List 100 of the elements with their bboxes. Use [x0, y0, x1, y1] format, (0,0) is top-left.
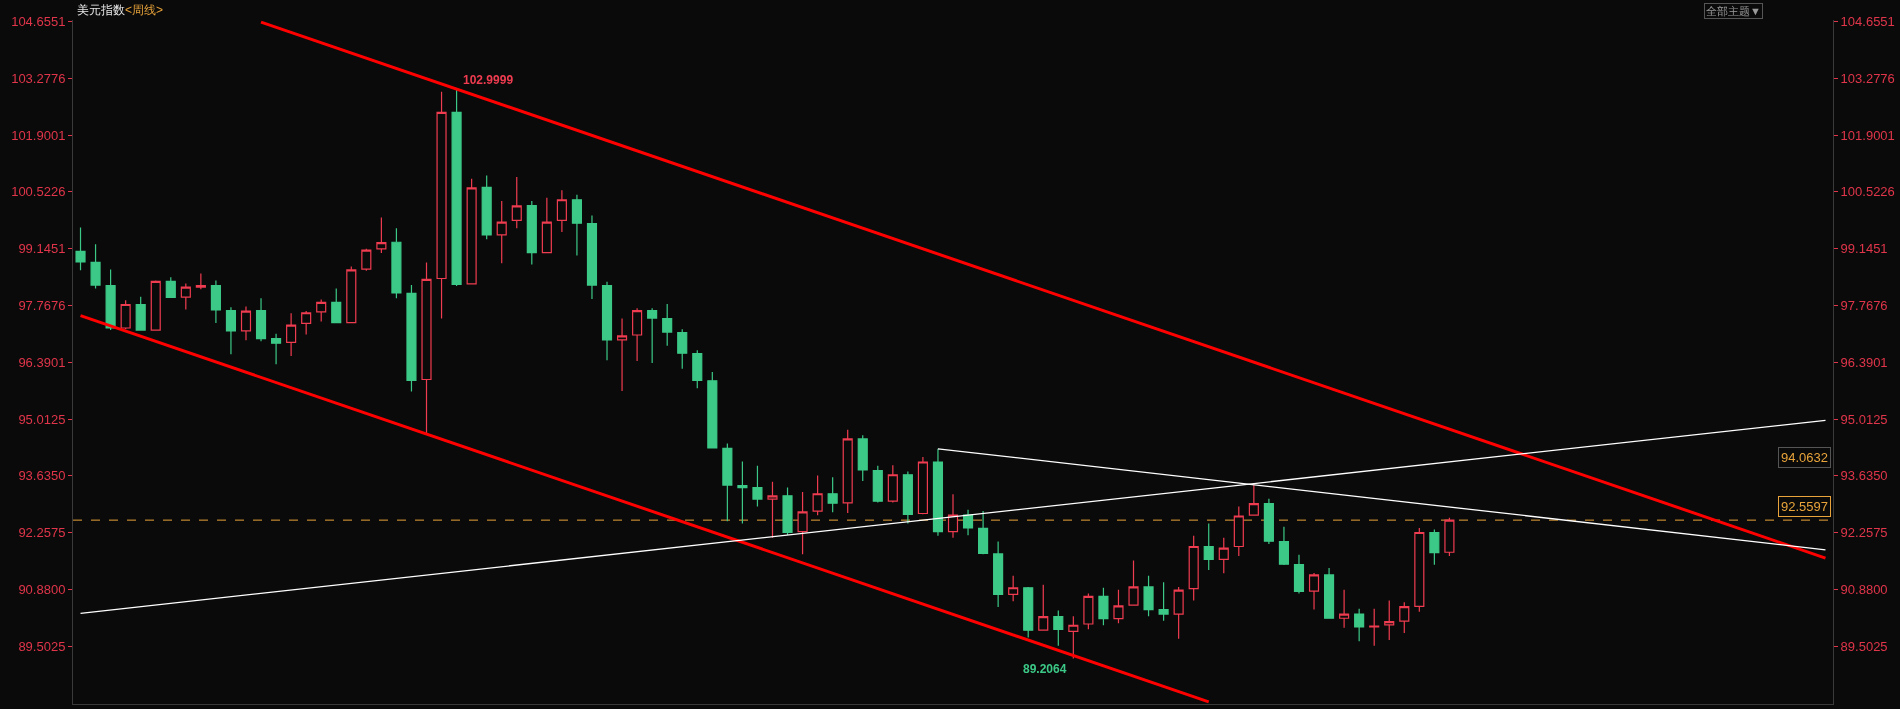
text: 全部主题▼	[1706, 5, 1761, 17]
y2-tick-label: 97.7676	[1840, 297, 1888, 313]
candlestick	[1188, 535, 1199, 602]
candlestick	[632, 307, 643, 362]
candlestick	[1354, 608, 1365, 642]
candlestick	[75, 226, 86, 271]
candlestick	[902, 470, 913, 525]
candlestick	[1414, 527, 1425, 613]
annotation: 94.0632	[1781, 450, 1828, 465]
candlestick	[1263, 498, 1274, 545]
candlestick	[1083, 592, 1094, 630]
candlestick	[376, 216, 387, 254]
candlestick	[210, 279, 221, 324]
candlestick	[1113, 589, 1124, 624]
candlestick	[962, 509, 974, 536]
text: 89.2064	[1023, 662, 1067, 676]
candlestick	[1399, 601, 1410, 634]
candlestick	[1293, 554, 1305, 595]
text: 102.9999	[463, 73, 514, 87]
candlestick	[195, 272, 206, 290]
y2-tick-label: 95.0125	[1840, 411, 1888, 427]
candlestick	[1339, 589, 1350, 629]
y2-tick-label: 89.5025	[1840, 638, 1888, 654]
y2-tick-label: 96.3901	[1840, 354, 1888, 370]
ref-line-label: 92.5597	[1781, 499, 1828, 514]
candlestick	[1068, 615, 1079, 659]
y-tick-label: 90.8800	[18, 581, 66, 597]
candlestick	[1444, 517, 1455, 557]
candlestick	[662, 303, 673, 347]
candlestick	[150, 279, 161, 332]
candlestick	[316, 298, 327, 322]
candlestick	[225, 306, 237, 355]
candlestick	[180, 282, 191, 311]
candlestick	[286, 312, 297, 357]
candlestick	[647, 307, 658, 364]
candlestick	[1008, 575, 1019, 602]
y2-tick-label: 92.2575	[1840, 525, 1888, 541]
candlestick	[165, 276, 176, 299]
candlestick	[1098, 587, 1109, 626]
candlestick	[722, 442, 733, 522]
candlestick	[481, 174, 492, 240]
y-tick-label: 104.6551	[11, 13, 66, 29]
candlestick	[1038, 584, 1049, 632]
candlestick	[1218, 537, 1229, 574]
candlestick	[978, 510, 989, 555]
candlestick	[421, 261, 432, 434]
candlestick	[692, 349, 703, 389]
chart-title: 美元指数	[77, 3, 125, 17]
candlestick	[301, 310, 312, 336]
candlestick	[120, 299, 131, 330]
y-tick-label: 103.2776	[11, 70, 66, 86]
candlestick	[1384, 599, 1395, 641]
candlestick	[767, 481, 778, 539]
candlestick	[1278, 526, 1290, 566]
chart-subtitle: <周线>	[125, 3, 164, 17]
candlestick	[857, 434, 868, 482]
candlestick	[993, 540, 1004, 608]
candlestick	[436, 91, 447, 320]
candlestick	[1203, 522, 1214, 571]
y-tick-label: 92.2575	[18, 525, 66, 541]
candlestick	[105, 268, 116, 331]
y-tick-label: 101.9001	[11, 127, 66, 143]
candlestick	[827, 476, 838, 513]
y-tick-label: 99.1451	[18, 241, 66, 257]
candlestick	[677, 328, 688, 370]
y-tick-label: 100.5226	[11, 184, 66, 200]
candlestick	[842, 429, 853, 514]
candlestick	[586, 214, 598, 300]
candlestick	[601, 281, 613, 361]
candlestick	[556, 189, 567, 233]
candlestick	[361, 248, 372, 272]
y2-tick-label: 101.9001	[1840, 127, 1895, 143]
candlestick	[496, 200, 507, 264]
candlestick	[1143, 575, 1154, 617]
y2-tick-label: 93.6350	[1840, 468, 1888, 484]
candlestick	[707, 371, 718, 449]
y-tick-label: 97.7676	[18, 297, 66, 313]
candlestick	[511, 176, 522, 229]
candlestick	[797, 491, 808, 555]
candlestick	[1158, 581, 1169, 622]
candlestick	[271, 333, 282, 365]
candlestick	[737, 460, 748, 525]
candlestick	[947, 493, 959, 539]
y2-tick-label: 103.2776	[1840, 70, 1895, 86]
y-tick-label: 89.5025	[18, 638, 66, 654]
candlestick	[1128, 559, 1139, 607]
candlestick	[1248, 484, 1259, 517]
candlestick	[240, 305, 252, 341]
y-tick-label: 93.6350	[18, 468, 66, 484]
candlestick	[1023, 586, 1034, 639]
candlestick	[541, 197, 552, 254]
y2-tick-label: 99.1451	[1840, 241, 1888, 257]
candlestick	[406, 284, 417, 393]
y2-tick-label: 104.6551	[1840, 13, 1895, 29]
candlestick	[1233, 505, 1244, 557]
candlestick	[1369, 608, 1380, 647]
candlestick	[135, 296, 146, 332]
y-tick-label: 96.3901	[18, 354, 66, 370]
candlestick	[887, 464, 898, 503]
candlestick	[391, 227, 402, 299]
